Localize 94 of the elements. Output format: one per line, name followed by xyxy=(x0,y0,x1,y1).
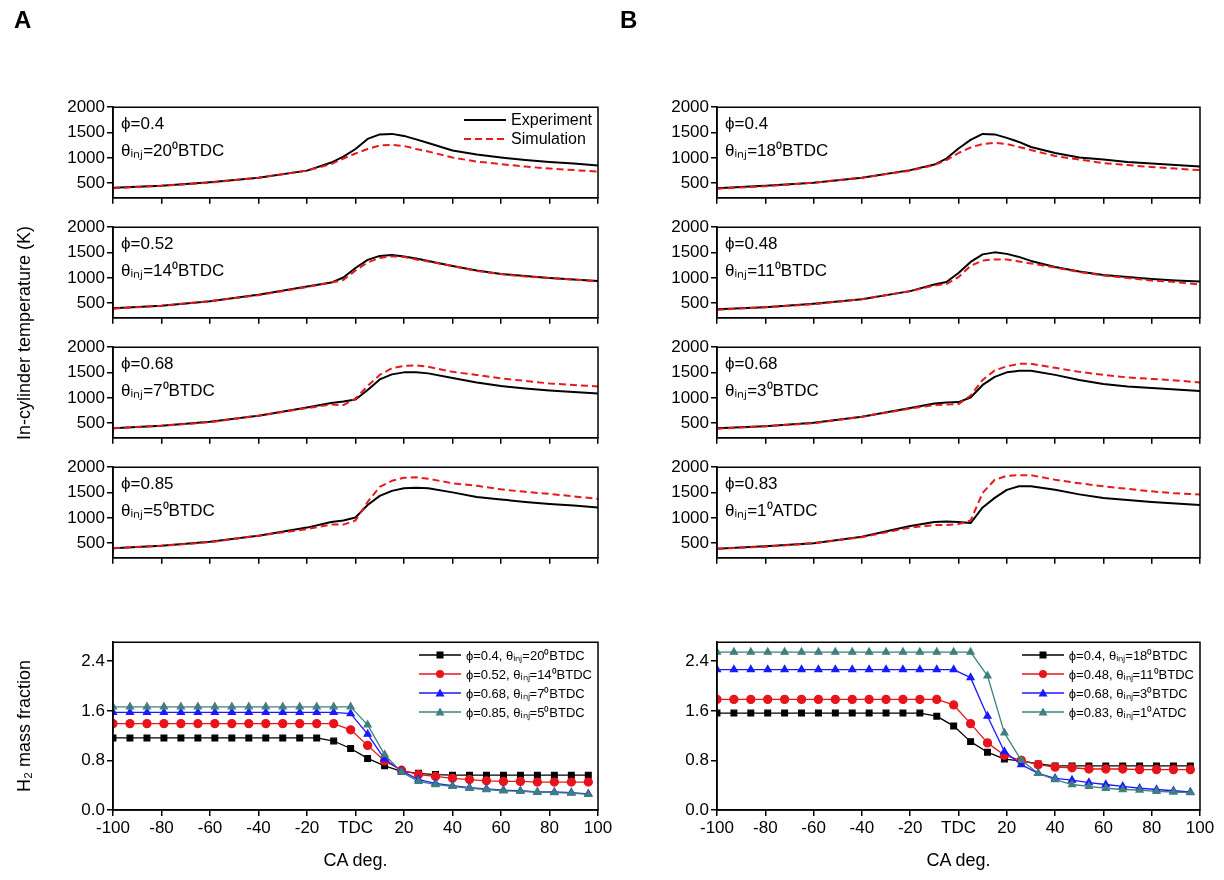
y-tick-label: 0.0 xyxy=(685,799,709,819)
x-tick-label: -40 xyxy=(246,817,271,837)
y-tick-label: 2.4 xyxy=(685,650,709,670)
x-tick-label: -60 xyxy=(801,817,826,837)
y-tick-label: 1.6 xyxy=(81,700,105,720)
y-tick-label: 0.8 xyxy=(685,750,709,770)
x-tick-label: 20 xyxy=(394,817,414,837)
y-tick-label: 0.0 xyxy=(81,799,105,819)
x-tick-label: 60 xyxy=(1093,817,1113,837)
y-tick-label: 1000 xyxy=(671,267,709,287)
annotation: θᵢₙⱼ=18⁰BTDC xyxy=(725,140,829,161)
y-tick-label: 1000 xyxy=(67,507,105,527)
annotation: θᵢₙⱼ=1⁰ATDC xyxy=(725,500,818,521)
annotation: ϕ=0.4 xyxy=(725,113,769,133)
x-tick-label: TDC xyxy=(941,817,976,837)
y-tick-label: 1500 xyxy=(671,362,709,382)
y-tick-label: 500 xyxy=(76,532,105,552)
annotation: ϕ=0.68 xyxy=(121,353,174,373)
y-tick-label: 2000 xyxy=(67,217,105,237)
legend-label: ϕ=0.68, θᵢₙⱼ=7⁰BTDC xyxy=(465,684,585,702)
x-tick-label: -20 xyxy=(897,817,923,837)
y-tick-label: 1500 xyxy=(67,122,105,142)
x-tick-label: 100 xyxy=(583,817,613,837)
x-tick-label: -80 xyxy=(753,817,778,837)
legend-label: ϕ=0.48, θᵢₙⱼ=11⁰BTDC xyxy=(1068,665,1194,683)
annotation: ϕ=0.48 xyxy=(725,233,778,253)
annotation: ϕ=0.52 xyxy=(121,233,174,253)
y-tick-label: 500 xyxy=(76,412,105,432)
y-tick-label: 500 xyxy=(76,292,105,312)
y-tick-label: 0.8 xyxy=(81,750,105,770)
annotation: θᵢₙⱼ=14⁰BTDC xyxy=(121,260,225,281)
y-tick-label: 2000 xyxy=(67,457,105,477)
y-tick-label: 500 xyxy=(680,292,709,312)
x-tick-label: TDC xyxy=(338,817,373,837)
y-axis-title: H₂ mass fraction xyxy=(13,660,35,793)
x-tick-label: -100 xyxy=(699,817,735,837)
legend-label: ϕ=0.4, θᵢₙⱼ=18⁰BTDC xyxy=(1068,646,1188,664)
annotation: θᵢₙⱼ=7⁰BTDC xyxy=(121,380,215,401)
y-tick-label: 500 xyxy=(680,532,709,552)
x-tick-label: 40 xyxy=(443,817,462,837)
chart-title: A xyxy=(14,6,32,34)
x-tick-label: 80 xyxy=(540,817,559,837)
annotation: ϕ=0.68 xyxy=(725,353,778,373)
x-tick-label: 40 xyxy=(1045,817,1065,837)
y-tick-label: 1000 xyxy=(67,147,105,167)
y-axis-title: In-cylinder temperature (K) xyxy=(13,225,35,440)
y-tick-label: 1500 xyxy=(671,242,709,262)
annotation: ϕ=0.83 xyxy=(725,473,778,493)
y-tick-label: 2000 xyxy=(67,97,105,117)
y-tick-label: 500 xyxy=(680,412,709,432)
y-tick-label: 2000 xyxy=(671,457,709,477)
y-tick-label: 1000 xyxy=(671,387,709,407)
y-tick-label: 2000 xyxy=(67,337,105,357)
legend-label: ϕ=0.4, θᵢₙⱼ=20⁰BTDC xyxy=(465,646,585,664)
y-tick-label: 1500 xyxy=(67,242,105,262)
y-tick-label: 1000 xyxy=(67,387,105,407)
x-tick-label: -60 xyxy=(197,817,223,837)
annotation: θᵢₙⱼ=20⁰BTDC xyxy=(121,140,225,161)
y-tick-label: 500 xyxy=(76,172,105,192)
y-tick-label: 2000 xyxy=(671,337,709,357)
y-tick-label: 1500 xyxy=(671,482,709,502)
y-tick-label: 2.4 xyxy=(81,650,105,670)
legend-label: ϕ=0.85, θᵢₙⱼ=5⁰BTDC xyxy=(465,703,585,721)
x-tick-label: -20 xyxy=(294,817,320,837)
annotation: ϕ=0.85 xyxy=(121,473,174,493)
y-tick-label: 1000 xyxy=(671,507,709,527)
x-tick-label: -100 xyxy=(95,817,131,837)
annotation: θᵢₙⱼ=5⁰BTDC xyxy=(121,500,215,521)
y-tick-label: 500 xyxy=(680,172,709,192)
y-tick-label: 2000 xyxy=(671,97,709,117)
x-tick-label: 20 xyxy=(997,817,1017,837)
legend-label: ϕ=0.83, θᵢₙⱼ=1⁰ATDC xyxy=(1068,703,1187,721)
y-tick-label: 1000 xyxy=(671,147,709,167)
y-tick-label: 1500 xyxy=(671,122,709,142)
chart-title: B xyxy=(620,6,638,34)
annotation: θᵢₙⱼ=3⁰BTDC xyxy=(725,380,819,401)
y-tick-label: 1500 xyxy=(67,482,105,502)
legend-label: Simulation xyxy=(511,129,586,148)
x-axis-title: CA deg. xyxy=(926,850,991,871)
legend-label: ϕ=0.52, θᵢₙⱼ=14⁰BTDC xyxy=(465,665,592,683)
legend-label: ϕ=0.68, θᵢₙⱼ=3⁰BTDC xyxy=(1068,684,1188,702)
x-tick-label: 80 xyxy=(1142,817,1162,837)
y-tick-label: 1500 xyxy=(67,362,105,382)
y-tick-label: 2000 xyxy=(671,217,709,237)
x-tick-label: 60 xyxy=(491,817,511,837)
annotation: θᵢₙⱼ=11⁰BTDC xyxy=(725,260,827,281)
x-tick-label: -80 xyxy=(149,817,174,837)
y-tick-label: 1000 xyxy=(67,267,105,287)
x-axis-title: CA deg. xyxy=(323,850,388,871)
annotation: ϕ=0.4 xyxy=(121,113,165,133)
legend-label: Experiment xyxy=(511,110,592,129)
x-tick-label: 100 xyxy=(1185,817,1215,837)
x-tick-label: -40 xyxy=(849,817,875,837)
y-tick-label: 1.6 xyxy=(685,700,709,720)
